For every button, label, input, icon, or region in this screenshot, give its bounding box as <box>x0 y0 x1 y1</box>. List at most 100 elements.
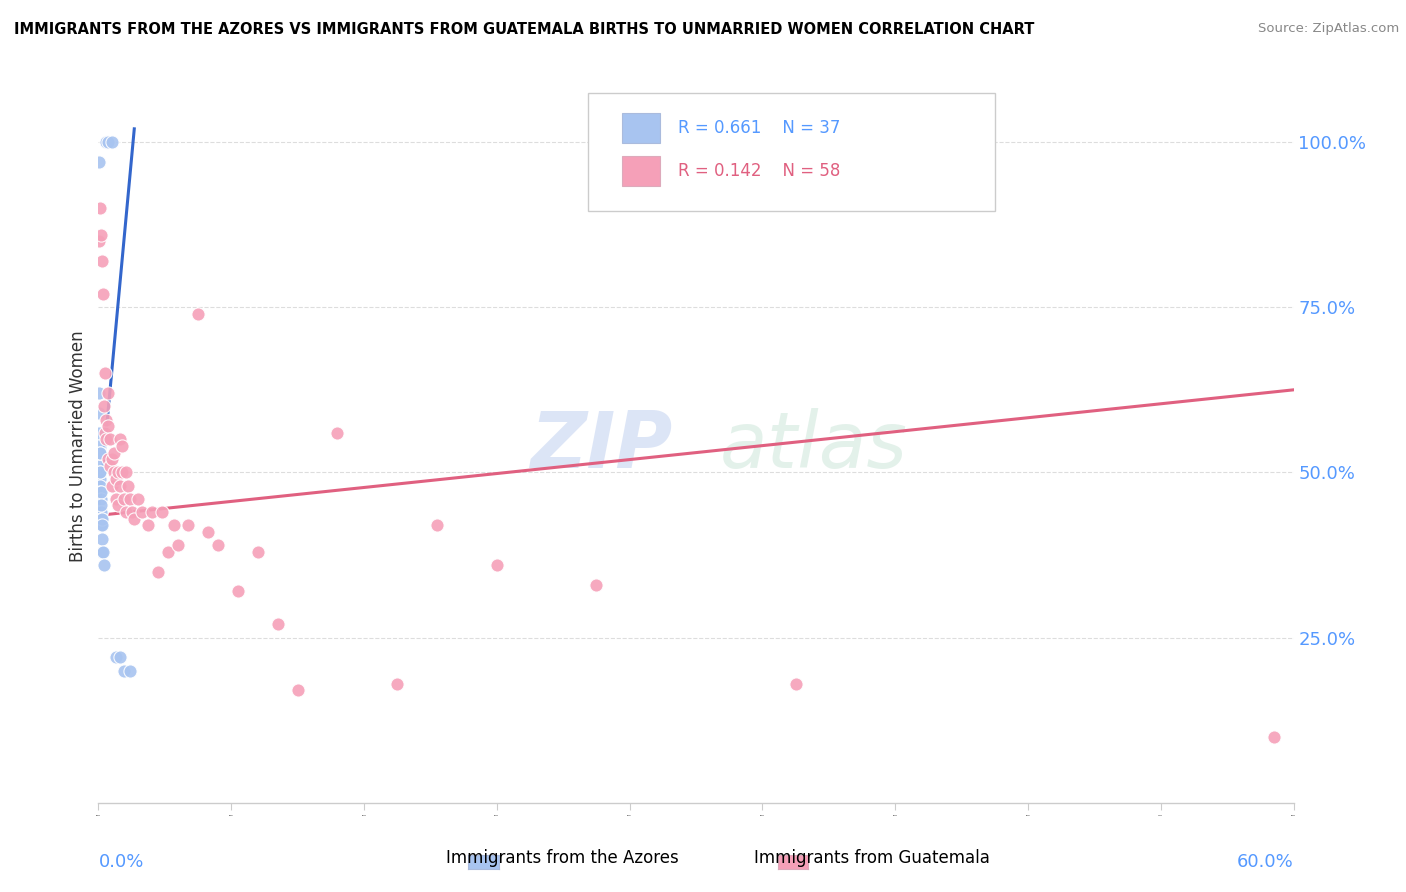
Point <box>120 491 142 506</box>
Point <box>107 499 129 513</box>
Point <box>177 518 200 533</box>
Point <box>87 386 110 401</box>
Point <box>89 466 111 480</box>
Point <box>100 433 122 447</box>
Point <box>141 505 163 519</box>
Point <box>90 518 112 533</box>
Point <box>112 664 135 678</box>
Point <box>163 518 186 533</box>
Point <box>112 491 135 506</box>
Point <box>89 458 111 473</box>
Point <box>585 578 607 592</box>
Point <box>96 433 118 447</box>
Point <box>187 307 209 321</box>
Point <box>207 538 229 552</box>
Point <box>110 650 132 665</box>
Point <box>103 445 125 459</box>
Point <box>127 491 149 506</box>
Point <box>87 154 110 169</box>
Point <box>101 452 124 467</box>
Point <box>107 466 129 480</box>
Point <box>89 425 111 440</box>
Point <box>326 425 349 440</box>
Point <box>1263 730 1285 744</box>
Point <box>89 491 111 506</box>
Point <box>105 472 128 486</box>
Point <box>785 677 807 691</box>
Point <box>110 433 132 447</box>
Point <box>111 439 134 453</box>
Point <box>115 505 138 519</box>
Point <box>90 545 112 559</box>
Point <box>101 478 124 492</box>
Text: 60.0%: 60.0% <box>1237 853 1294 871</box>
Point <box>96 412 118 426</box>
Point <box>426 518 449 533</box>
Point <box>97 386 120 401</box>
Y-axis label: Births to Unmarried Women: Births to Unmarried Women <box>69 330 87 562</box>
Point <box>385 677 409 691</box>
Point <box>117 478 139 492</box>
FancyBboxPatch shape <box>588 93 995 211</box>
Point <box>124 511 146 525</box>
Point <box>246 545 269 559</box>
Point <box>91 518 114 533</box>
Point <box>111 466 134 480</box>
Point <box>89 466 111 480</box>
Point <box>89 485 111 500</box>
Text: IMMIGRANTS FROM THE AZORES VS IMMIGRANTS FROM GUATEMALA BIRTHS TO UNMARRIED WOME: IMMIGRANTS FROM THE AZORES VS IMMIGRANTS… <box>14 22 1035 37</box>
Text: R = 0.142    N = 58: R = 0.142 N = 58 <box>678 161 841 179</box>
Point <box>94 425 117 440</box>
Text: Source: ZipAtlas.com: Source: ZipAtlas.com <box>1258 22 1399 36</box>
Point <box>115 466 138 480</box>
Point <box>110 478 132 492</box>
Point <box>90 505 112 519</box>
Point <box>97 419 120 434</box>
Point <box>93 287 115 301</box>
Point <box>100 458 122 473</box>
Point <box>197 524 219 539</box>
Text: atlas: atlas <box>720 408 908 484</box>
Point <box>89 445 111 459</box>
Point <box>105 491 128 506</box>
Point <box>91 532 114 546</box>
Point <box>89 472 111 486</box>
Text: R = 0.661    N = 37: R = 0.661 N = 37 <box>678 119 841 136</box>
Point <box>103 466 125 480</box>
Point <box>93 558 115 572</box>
Point <box>267 617 290 632</box>
Point <box>90 511 112 525</box>
Text: Immigrants from the Azores: Immigrants from the Azores <box>446 849 679 867</box>
Point <box>120 664 142 678</box>
Point <box>89 491 111 506</box>
Point <box>226 584 249 599</box>
Point <box>90 505 112 519</box>
Text: Immigrants from Guatemala: Immigrants from Guatemala <box>754 849 990 867</box>
Point <box>121 505 143 519</box>
Point <box>89 406 111 420</box>
Point <box>96 135 118 149</box>
Point <box>131 505 153 519</box>
Point <box>89 234 111 248</box>
Point <box>89 505 111 519</box>
Point <box>150 505 173 519</box>
Point <box>90 511 112 525</box>
Point <box>148 565 170 579</box>
Point <box>93 400 115 414</box>
Point <box>89 478 111 492</box>
Point <box>91 545 114 559</box>
Point <box>90 491 112 506</box>
Point <box>89 201 111 215</box>
Point <box>101 135 124 149</box>
Point <box>167 538 190 552</box>
Point <box>97 452 120 467</box>
Point <box>485 558 508 572</box>
Point <box>157 545 180 559</box>
Bar <box>621 155 661 186</box>
Point <box>97 135 120 149</box>
Point <box>89 439 111 453</box>
Point <box>136 518 159 533</box>
Text: 0.0%: 0.0% <box>98 853 143 871</box>
Point <box>105 650 128 665</box>
Point <box>90 227 112 242</box>
